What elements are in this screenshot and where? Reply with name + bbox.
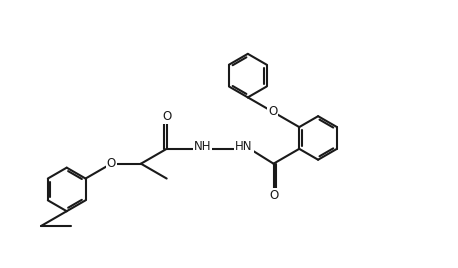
Text: NH: NH	[194, 140, 211, 153]
Text: O: O	[107, 157, 116, 170]
Text: HN: HN	[235, 140, 253, 153]
Text: O: O	[268, 105, 277, 118]
Text: O: O	[269, 189, 278, 202]
Text: O: O	[162, 110, 171, 123]
